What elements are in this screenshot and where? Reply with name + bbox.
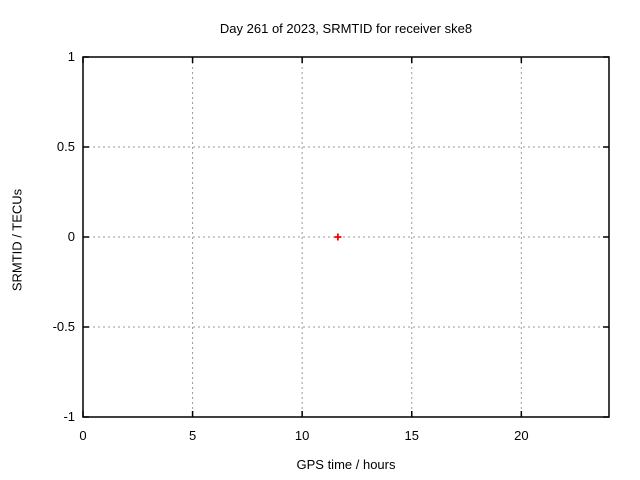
x-tick-label: 20 (514, 428, 529, 443)
y-tick-label: 0.5 (56, 139, 75, 154)
x-tick-label: 0 (79, 428, 87, 443)
y-tick-label: 1 (67, 49, 75, 64)
y-tick-label: -1 (63, 409, 75, 424)
y-tick-label: -0.5 (52, 319, 75, 334)
tick-marks (82, 56, 609, 418)
x-tick-label: 5 (188, 428, 197, 443)
grid-lines (83, 57, 609, 417)
data-point-marker (334, 233, 342, 241)
x-tick-label: 15 (404, 428, 419, 443)
x-tick-label: 10 (294, 428, 310, 443)
y-tick-label: 0 (67, 229, 75, 244)
chart-title: Day 261 of 2023, SRMTID for receiver ske… (219, 21, 473, 36)
plot-border (82, 56, 610, 418)
x-axis-label: GPS time / hours (296, 457, 396, 472)
